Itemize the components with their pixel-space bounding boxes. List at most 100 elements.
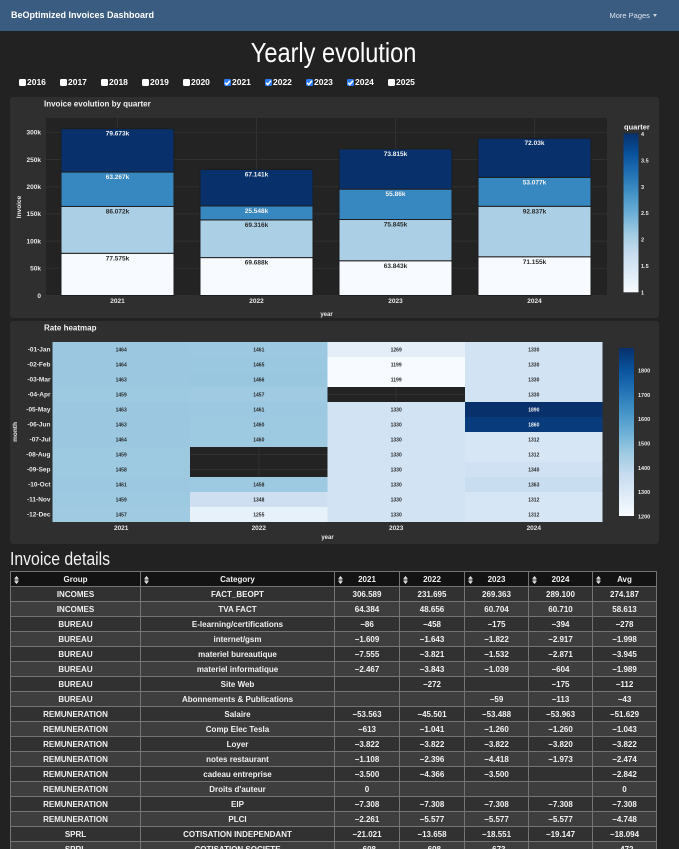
svg-text:2023: 2023	[388, 298, 403, 305]
svg-text:1459: 1459	[116, 392, 127, 398]
svg-text:1600: 1600	[638, 417, 650, 423]
svg-text:month: month	[12, 422, 19, 442]
svg-text:1860: 1860	[528, 422, 539, 428]
svg-text:3: 3	[641, 185, 644, 191]
svg-text:1700: 1700	[638, 393, 650, 399]
svg-text:1348: 1348	[253, 497, 264, 503]
svg-text:quarter: quarter	[624, 123, 650, 132]
svg-text:1464: 1464	[116, 362, 127, 368]
svg-text:1459: 1459	[116, 497, 127, 503]
svg-text:1458: 1458	[253, 482, 264, 488]
svg-text:86.072k: 86.072k	[106, 209, 130, 216]
svg-text:1300: 1300	[638, 490, 650, 496]
svg-text:250k: 250k	[27, 157, 42, 164]
svg-text:1464: 1464	[116, 437, 127, 443]
svg-text:-01-Jan: -01-Jan	[28, 347, 51, 354]
svg-text:2.5: 2.5	[641, 211, 649, 217]
svg-text:1461: 1461	[253, 407, 264, 413]
svg-text:Invoice: Invoice	[16, 195, 23, 218]
svg-text:69.316k: 69.316k	[245, 222, 269, 229]
svg-text:1340: 1340	[528, 467, 539, 473]
svg-text:1466: 1466	[253, 377, 264, 383]
svg-text:4: 4	[641, 132, 645, 138]
svg-text:-10-Oct: -10-Oct	[28, 482, 51, 489]
svg-text:1330: 1330	[391, 512, 402, 518]
svg-text:1330: 1330	[528, 362, 539, 368]
svg-text:92.837k: 92.837k	[523, 208, 547, 215]
svg-text:67.141k: 67.141k	[245, 172, 269, 179]
svg-text:1460: 1460	[253, 437, 264, 443]
svg-text:63.267k: 63.267k	[106, 174, 130, 181]
svg-text:1330: 1330	[391, 407, 402, 413]
svg-text:150k: 150k	[27, 211, 42, 218]
svg-text:year: year	[321, 535, 334, 541]
svg-text:1330: 1330	[391, 452, 402, 458]
svg-text:2021: 2021	[114, 525, 129, 532]
svg-text:1330: 1330	[391, 467, 402, 473]
svg-text:100k: 100k	[27, 238, 42, 245]
svg-text:1890: 1890	[528, 407, 539, 413]
svg-text:1461: 1461	[253, 347, 264, 353]
svg-text:25.548k: 25.548k	[245, 208, 269, 215]
svg-text:1500: 1500	[638, 442, 650, 448]
svg-text:2023: 2023	[389, 525, 404, 532]
svg-text:1363: 1363	[528, 482, 539, 488]
svg-text:-11-Nov: -11-Nov	[27, 497, 51, 504]
svg-text:2024: 2024	[527, 298, 542, 305]
svg-text:1458: 1458	[116, 467, 127, 473]
svg-text:1.5: 1.5	[641, 264, 649, 270]
svg-text:2024: 2024	[527, 525, 542, 532]
svg-text:-02-Feb: -02-Feb	[27, 362, 50, 369]
svg-text:-05-May: -05-May	[26, 407, 51, 414]
svg-text:1457: 1457	[116, 512, 127, 518]
svg-text:-06-Jun: -06-Jun	[27, 422, 50, 429]
svg-text:1459: 1459	[116, 452, 127, 458]
svg-text:-09-Sep: -09-Sep	[27, 467, 51, 474]
svg-text:-07-Jul: -07-Jul	[30, 437, 51, 444]
svg-text:2: 2	[641, 238, 644, 244]
svg-text:1312: 1312	[528, 452, 539, 458]
svg-text:year: year	[320, 312, 333, 318]
svg-text:-04-Apr: -04-Apr	[28, 392, 51, 399]
svg-text:1312: 1312	[528, 512, 539, 518]
svg-text:1460: 1460	[253, 422, 264, 428]
svg-text:73.815k: 73.815k	[384, 151, 408, 158]
svg-text:Rate heatmap: Rate heatmap	[44, 324, 97, 333]
svg-text:2022: 2022	[252, 525, 267, 532]
svg-text:1330: 1330	[391, 437, 402, 443]
svg-text:200k: 200k	[27, 184, 42, 191]
svg-text:1: 1	[641, 290, 644, 296]
svg-text:1461: 1461	[116, 482, 127, 488]
svg-text:300k: 300k	[27, 130, 42, 137]
svg-text:55.86k: 55.86k	[386, 191, 406, 198]
svg-text:75.845k: 75.845k	[384, 222, 408, 229]
svg-text:-12-Dec: -12-Dec	[27, 512, 51, 519]
svg-text:-03-Mar: -03-Mar	[27, 377, 51, 384]
svg-text:1800: 1800	[638, 369, 650, 375]
svg-text:63.843k: 63.843k	[384, 263, 408, 270]
svg-text:1330: 1330	[391, 497, 402, 503]
svg-text:1464: 1464	[116, 347, 127, 353]
svg-text:Invoice evolution by quarter: Invoice evolution by quarter	[44, 100, 151, 109]
svg-text:69.688k: 69.688k	[245, 260, 269, 267]
svg-text:1330: 1330	[528, 392, 539, 398]
svg-text:1465: 1465	[253, 362, 264, 368]
svg-text:2021: 2021	[110, 298, 125, 305]
svg-text:77.575k: 77.575k	[106, 255, 130, 262]
svg-text:1269: 1269	[391, 347, 402, 353]
svg-text:72.03k: 72.03k	[525, 140, 545, 147]
svg-text:1400: 1400	[638, 466, 650, 472]
svg-text:1199: 1199	[391, 377, 402, 383]
svg-text:1457: 1457	[253, 392, 264, 398]
svg-text:1312: 1312	[528, 437, 539, 443]
svg-text:79.673k: 79.673k	[106, 131, 130, 138]
svg-text:1312: 1312	[528, 497, 539, 503]
svg-text:0: 0	[37, 293, 41, 300]
svg-text:1330: 1330	[528, 377, 539, 383]
svg-text:1255: 1255	[253, 512, 264, 518]
svg-text:1463: 1463	[116, 422, 127, 428]
svg-text:50k: 50k	[30, 266, 41, 273]
svg-text:1330: 1330	[528, 347, 539, 353]
svg-text:1200: 1200	[638, 515, 650, 521]
svg-text:1330: 1330	[391, 422, 402, 428]
